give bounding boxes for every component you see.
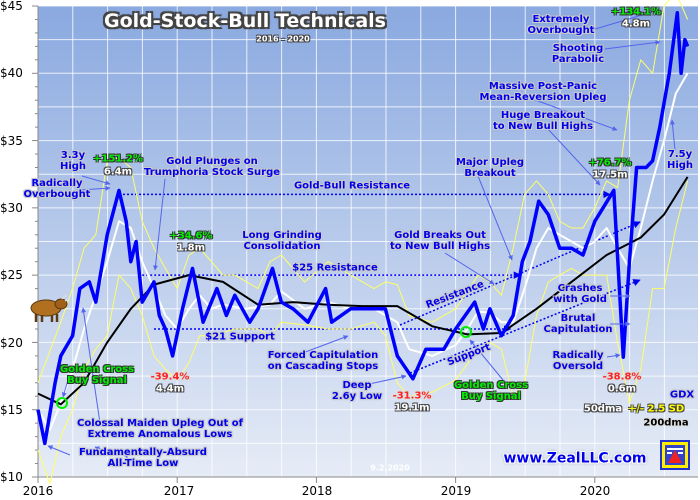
annotation-golden-cross-2019: Golden Cross Buy Signal	[453, 380, 529, 402]
annotation-arrow	[606, 353, 621, 359]
annotation-duration-2017: 1.8m	[176, 242, 206, 254]
axes	[32, 5, 698, 483]
y-tick-label: $25	[0, 268, 23, 282]
golden-cross-marker-2016	[56, 397, 68, 409]
annotation-duration-loss-2018: 19.1m	[394, 402, 430, 414]
annotation-duration-loss-2016: 4.4m	[155, 383, 185, 395]
trend-support-line	[409, 279, 641, 374]
x-tick-label: 2016	[22, 484, 54, 498]
annotation-arrow	[669, 119, 676, 151]
annotation-radically-oversold: Radically Oversold	[552, 350, 604, 372]
annotation-duration-2019: 17.5m	[592, 169, 628, 181]
annotation-arrow	[529, 97, 618, 131]
resistance-25-label: $25 Resistance	[292, 262, 378, 274]
annotation-arrow	[604, 40, 661, 50]
x-tick-label: 2020	[579, 484, 611, 498]
gold-bull-resistance-label: Gold-Bull Resistance	[293, 180, 411, 192]
x-tick-label: 2018	[301, 484, 333, 498]
annotation-deep-low: Deep 2.6y Low	[331, 380, 383, 402]
legend-50dma: 50dma	[583, 403, 623, 415]
annotation-post-panic: Massive Post-Panic Mean-Reversion Upleg	[479, 81, 607, 103]
annotation-shooting-parabolic: Shooting Parabolic	[551, 43, 605, 65]
y-tick-label: $45	[0, 0, 23, 13]
annotation-arrow	[61, 379, 69, 398]
annotation-arrow	[477, 175, 513, 261]
annotation-crashes-with-gold: Crashes with Gold	[553, 283, 607, 305]
annotation-arrow	[81, 307, 101, 424]
chart-title: Gold-Stock-Bull Technicals	[104, 10, 386, 32]
legend-200dma: 200dma	[643, 417, 689, 429]
series-line--2-5-sd	[37, 0, 689, 383]
annotation-arrow	[359, 374, 407, 387]
y-tick-label: $30	[0, 201, 23, 215]
annotation-overbought-2016: Radically Overbought	[23, 178, 91, 200]
bull-logo-icon	[30, 294, 71, 322]
grid	[37, 5, 698, 478]
y-tick-label: $10	[0, 470, 23, 484]
annotation-loss-2018: -31.3%	[392, 390, 432, 402]
reference-lines	[119, 190, 641, 374]
annotation-brutal-capitulation: Brutal Capitulation	[543, 313, 613, 335]
annotation-arrow	[94, 446, 116, 456]
annotation-colossal-upleg: Colossal Maiden Upleg Out of Extreme Anom…	[77, 418, 243, 440]
annotation-gain-2020: +134.1%	[610, 6, 662, 18]
annotation-high-3-3y: 3.3y High	[59, 150, 87, 172]
support-21-label: $21 Support	[205, 331, 275, 343]
annotation-gain-2019: +76.7%	[588, 157, 632, 169]
annotation-arrow	[47, 445, 71, 456]
annotation-arrows	[47, 10, 676, 466]
y-tick-label: $40	[0, 66, 23, 80]
annotation-gain-2017: +34.6%	[169, 230, 213, 242]
y-tick-label: $15	[0, 403, 23, 417]
golden-cross-marker-2019	[460, 326, 472, 338]
annotation-high-7-5y: 7.5y High	[666, 149, 694, 171]
annotation-arrow	[546, 127, 601, 186]
annotation-arrow	[469, 339, 504, 381]
annotation-forced-capitulation: Forced Capitulation on Cascading Stops	[267, 350, 379, 372]
annotation-gold-plunges: Gold Plunges on Trumphoria Stock Surge	[143, 156, 281, 178]
series-line--2-5-sd	[37, 180, 689, 485]
zeal-logo-icon	[660, 440, 690, 470]
x-tick-label: 2017	[163, 484, 195, 498]
chart-subtitle: 2016 - 2020	[256, 34, 310, 44]
annotation-loss-2020: -38.8%	[602, 371, 642, 383]
y-tick-label: $20	[0, 336, 23, 350]
date-stamp: 9.2.2020	[370, 463, 410, 473]
series-line-200dma	[37, 176, 689, 406]
x-tick-label: 2019	[440, 484, 472, 498]
website-link[interactable]: www.ZealLLC.com	[503, 450, 647, 467]
annotation-huge-breakout: Huge Breakout to New Bull Highs	[492, 110, 594, 132]
annotation-arrow	[153, 178, 166, 271]
annotation-duration-2020: 4.8m	[621, 18, 651, 30]
annotation-arrow	[81, 175, 111, 186]
annotation-gain-2016: +151.2%	[92, 153, 144, 165]
annotation-absurd-low: Fundamentally-Absurd All-Time Low	[79, 447, 207, 469]
annotation-arrow	[591, 10, 653, 31]
annotation-arrow	[79, 185, 111, 191]
trend-resistance-line	[399, 221, 641, 326]
annotation-duration-2016: 6.4m	[103, 166, 133, 178]
annotation-arrow	[124, 451, 130, 466]
annotation-duration-loss-2020: 0.6m	[607, 383, 637, 395]
series-group	[36, 0, 690, 485]
annotation-consolidation: Long Grinding Consolidation	[242, 230, 322, 252]
legend-bands: +/- 2.5 SD	[627, 403, 685, 415]
annotation-golden-cross-2016: Golden Cross Buy Signal	[59, 364, 135, 386]
annotation-extremely-overbought: Extremely Overbought	[527, 14, 595, 36]
annotation-arrow	[299, 335, 349, 355]
annotation-gold-breaks-out: Gold Breaks Out to New Bull Highs	[389, 230, 491, 252]
annotation-loss-2016: -39.4%	[150, 371, 190, 383]
annotation-arrow	[444, 252, 495, 285]
series-line-gdx	[36, 10, 690, 446]
annotation-major-upleg: Major Upleg Breakout	[455, 157, 525, 179]
legend-gdx: GDX	[669, 389, 695, 401]
y-tick-label: $35	[0, 134, 23, 148]
